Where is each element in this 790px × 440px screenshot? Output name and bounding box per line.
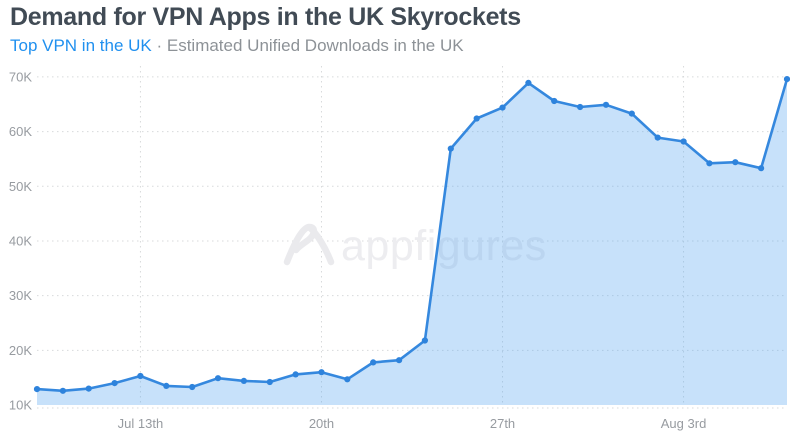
- y-axis-label: 30K: [9, 288, 32, 303]
- data-point[interactable]: [732, 159, 739, 166]
- x-axis-label: Jul 13th: [118, 416, 164, 431]
- data-point[interactable]: [706, 160, 713, 167]
- x-axis-label: Aug 3rd: [661, 416, 707, 431]
- series-line: [35, 77, 789, 393]
- appfigures-watermark: appfigures: [283, 222, 547, 270]
- axis-labels: 10K 20K 30K 40K 50K 60K 70K Jul 13th 20th 27th Aug…: [9, 69, 706, 431]
- subtitle-app-link[interactable]: Top VPN in the UK: [10, 35, 152, 55]
- data-point[interactable]: [447, 145, 454, 152]
- area-fill: [37, 79, 787, 405]
- data-point[interactable]: [577, 103, 584, 111]
- data-point[interactable]: [59, 387, 66, 394]
- data-point[interactable]: [396, 357, 403, 364]
- appfigures-logo-icon: [283, 223, 335, 266]
- x-axis-label: 27th: [490, 416, 515, 431]
- gridlines: [37, 66, 787, 409]
- subtitle-metric-label: · Estimated Unified Downloads in the UK: [151, 35, 464, 55]
- data-point[interactable]: [240, 377, 247, 384]
- watermark-text: appfigures: [341, 222, 547, 270]
- y-axis-label: 70K: [9, 69, 32, 84]
- data-point[interactable]: [292, 371, 299, 378]
- data-point[interactable]: [473, 115, 480, 122]
- x-axis-label: 20th: [309, 416, 334, 431]
- chart-header: Demand for VPN Apps in the UK Skyrockets…: [10, 3, 521, 56]
- data-point[interactable]: [33, 386, 41, 393]
- data-point[interactable]: [654, 134, 661, 141]
- data-point[interactable]: [680, 138, 687, 145]
- data-point[interactable]: [758, 165, 765, 172]
- data-point[interactable]: [189, 383, 196, 391]
- chart-subtitle: Top VPN in the UK · Estimated Unified Do…: [10, 36, 521, 56]
- data-point[interactable]: [602, 101, 610, 108]
- y-axis-label: 60K: [9, 124, 32, 139]
- data-point[interactable]: [163, 382, 170, 389]
- data-point[interactable]: [214, 375, 222, 382]
- data-point[interactable]: [137, 372, 144, 380]
- y-axis-label: 50K: [9, 179, 32, 194]
- y-axis-label: 10K: [9, 398, 32, 413]
- data-point[interactable]: [421, 337, 428, 344]
- y-axis-label: 40K: [9, 233, 32, 248]
- data-point[interactable]: [783, 76, 790, 83]
- data-point[interactable]: [525, 79, 532, 86]
- y-axis-label: 20K: [9, 343, 32, 358]
- area-series: [33, 76, 790, 405]
- data-point[interactable]: [318, 369, 325, 376]
- data-point[interactable]: [344, 376, 351, 383]
- data-point[interactable]: [628, 110, 635, 117]
- data-point[interactable]: [266, 378, 273, 386]
- data-point[interactable]: [370, 359, 377, 366]
- data-point[interactable]: [499, 104, 506, 111]
- data-point[interactable]: [111, 380, 118, 387]
- page-title: Demand for VPN Apps in the UK Skyrockets: [10, 3, 521, 31]
- data-point[interactable]: [551, 97, 558, 105]
- data-point[interactable]: [85, 385, 92, 392]
